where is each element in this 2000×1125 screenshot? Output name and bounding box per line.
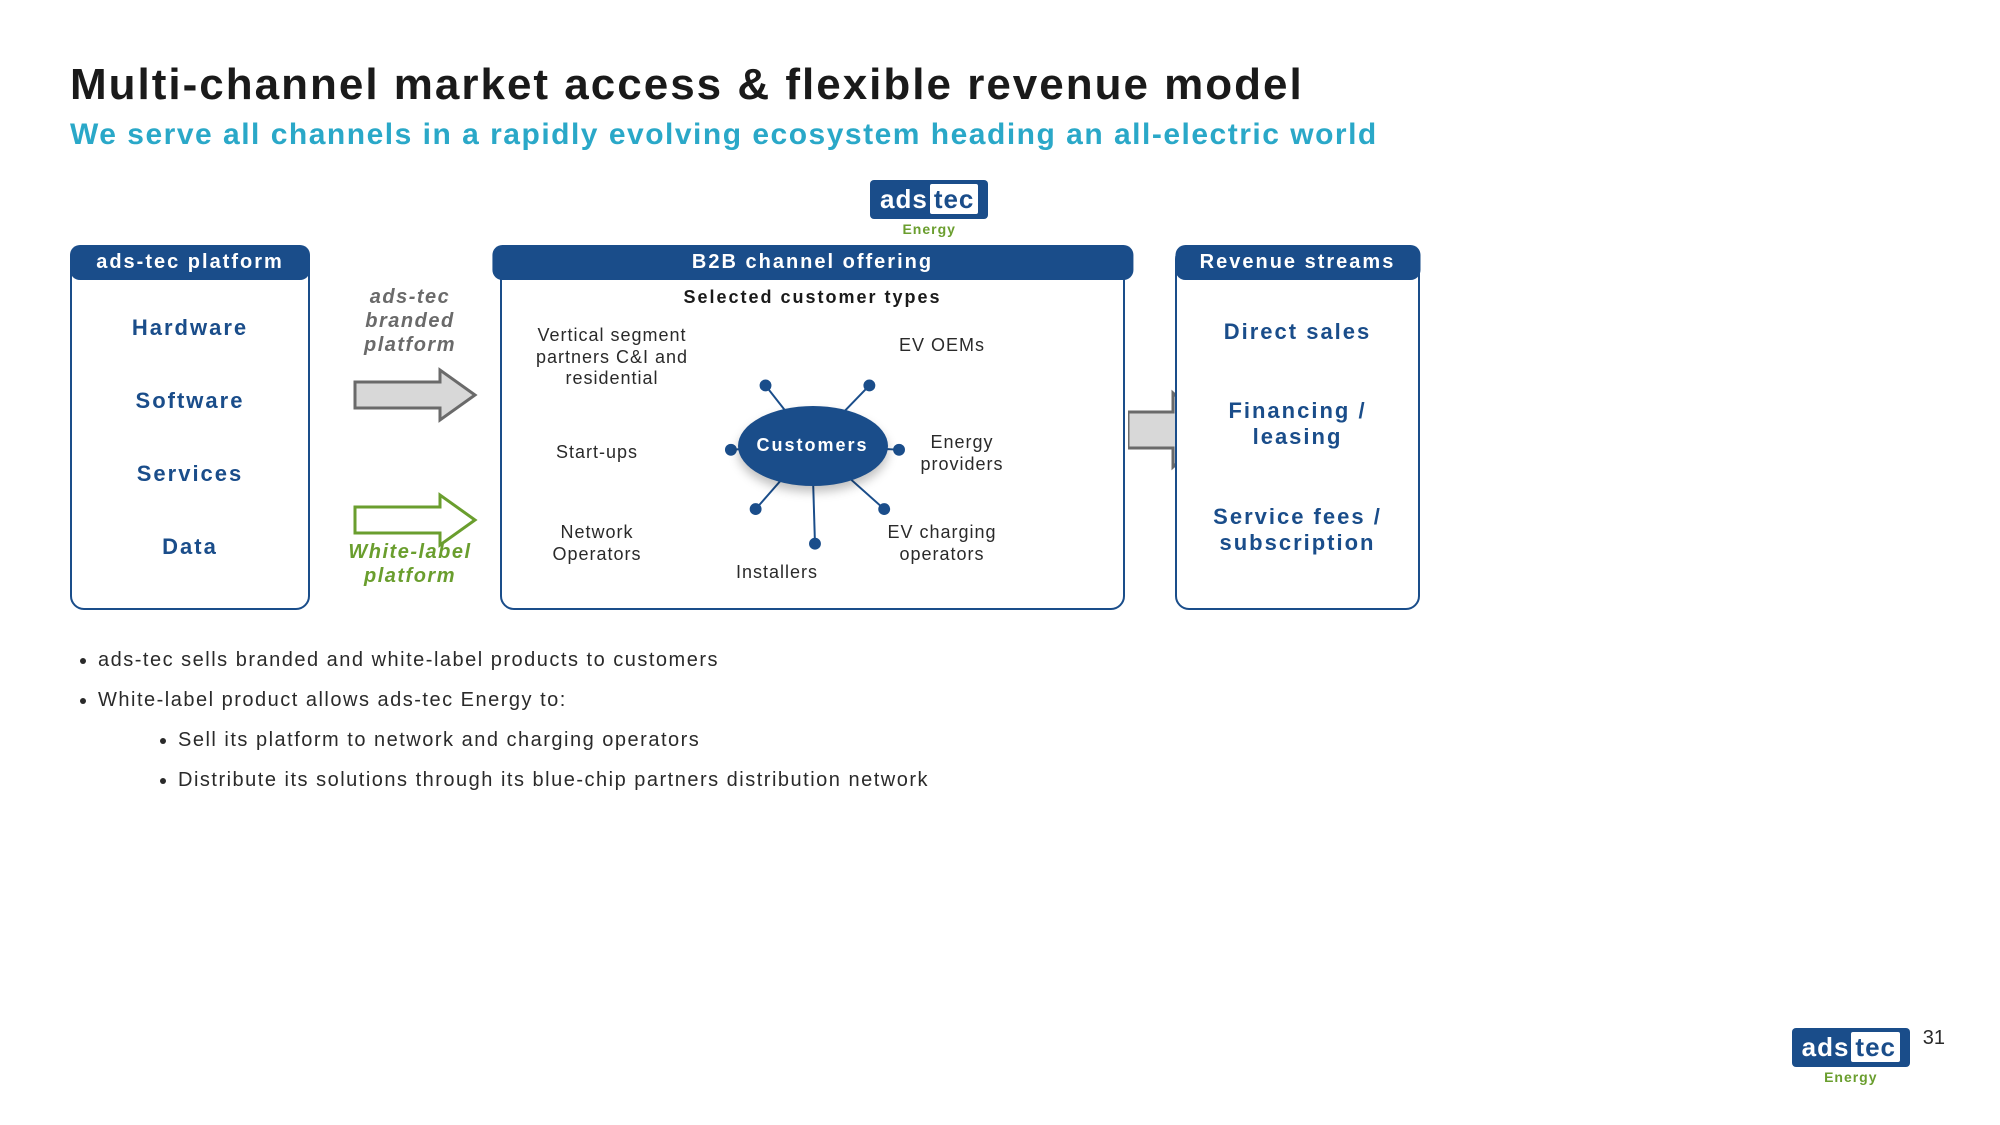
- platform-item: Data: [162, 534, 218, 560]
- page-number: 31: [1923, 1027, 1945, 1050]
- sub-bullet-item: Sell its platform to network and chargin…: [178, 720, 929, 760]
- platform-item: Software: [136, 388, 245, 414]
- revenue-header: Revenue streams: [1175, 245, 1420, 280]
- bullet-item: ads-tec sells branded and white-label pr…: [98, 640, 929, 680]
- bullet-item: White-label product allows ads-tec Energ…: [98, 680, 929, 720]
- customer-type: EV OEMs: [882, 335, 1002, 357]
- customer-type: Start-ups: [537, 442, 657, 464]
- customers-hub: Customers: [738, 406, 888, 486]
- arrow-branded-icon: [350, 365, 480, 425]
- arrow-whitelabel-icon: [350, 490, 480, 550]
- customer-type: Energy providers: [892, 432, 1032, 475]
- brand-logo-footer: adstec Energy: [1792, 1028, 1910, 1085]
- platform-header: ads-tec platform: [70, 245, 310, 280]
- page-subtitle: We serve all channels in a rapidly evolv…: [70, 118, 1930, 152]
- revenue-item: Financing / leasing: [1187, 398, 1408, 450]
- customer-type: Network Operators: [527, 522, 667, 565]
- diagram-container: ads-tec platform Hardware Software Service…: [70, 245, 1930, 615]
- page-title: Multi-channel market access & flexible r…: [70, 60, 1930, 110]
- customer-type: EV charging operators: [862, 522, 1022, 565]
- customer-type: Vertical segment partners C&I and reside…: [512, 325, 712, 390]
- customer-type: Installers: [717, 562, 837, 584]
- revenue-item: Service fees / subscription: [1187, 504, 1408, 556]
- b2b-panel: B2B channel offering Selected customer t…: [500, 245, 1125, 610]
- revenue-item: Direct sales: [1224, 319, 1372, 345]
- platform-item: Services: [137, 461, 244, 487]
- arrow-branded-label: ads-tec branded platform: [340, 285, 480, 357]
- brand-logo-top: adstec Energy: [870, 180, 988, 237]
- platform-item: Hardware: [132, 315, 248, 341]
- sub-bullet-item: Distribute its solutions through its blu…: [178, 760, 929, 800]
- revenue-panel: Revenue streams Direct sales Financing / …: [1175, 245, 1420, 610]
- platform-panel: ads-tec platform Hardware Software Service…: [70, 245, 310, 610]
- bullet-list: ads-tec sells branded and white-label pr…: [70, 640, 929, 800]
